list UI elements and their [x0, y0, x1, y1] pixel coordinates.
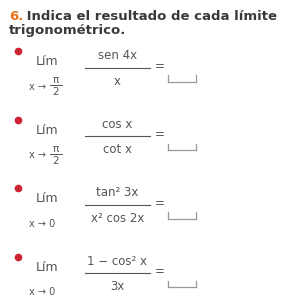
Text: 1 − cos² x: 1 − cos² x	[88, 255, 147, 268]
Text: π: π	[53, 144, 59, 154]
Text: Lím: Lím	[36, 261, 58, 274]
Text: =: =	[155, 59, 165, 72]
Text: tan² 3x: tan² 3x	[96, 186, 139, 199]
Text: =: =	[155, 265, 165, 278]
Text: trigonométrico.: trigonométrico.	[9, 24, 126, 37]
Text: 2: 2	[52, 87, 59, 97]
Text: cos x: cos x	[102, 118, 133, 131]
Text: 2: 2	[52, 156, 59, 166]
Text: Lím: Lím	[36, 124, 58, 137]
Text: x² cos 2x: x² cos 2x	[91, 211, 144, 224]
Text: x: x	[114, 75, 121, 88]
Text: x → 0: x → 0	[29, 219, 55, 229]
Text: sen 4x: sen 4x	[98, 49, 137, 62]
Text: =: =	[155, 128, 165, 141]
Text: cot x: cot x	[103, 143, 132, 156]
Text: Lím: Lím	[36, 192, 58, 205]
Text: x →: x →	[29, 150, 49, 160]
Text: Indica el resultado de cada límite: Indica el resultado de cada límite	[22, 10, 277, 23]
Text: x →: x →	[29, 82, 49, 92]
Text: Lím: Lím	[36, 55, 58, 68]
Text: x → 0: x → 0	[29, 288, 55, 297]
Text: 3x: 3x	[110, 280, 125, 293]
Text: π: π	[53, 76, 59, 85]
Text: =: =	[155, 197, 165, 210]
Text: 6.: 6.	[9, 10, 23, 23]
